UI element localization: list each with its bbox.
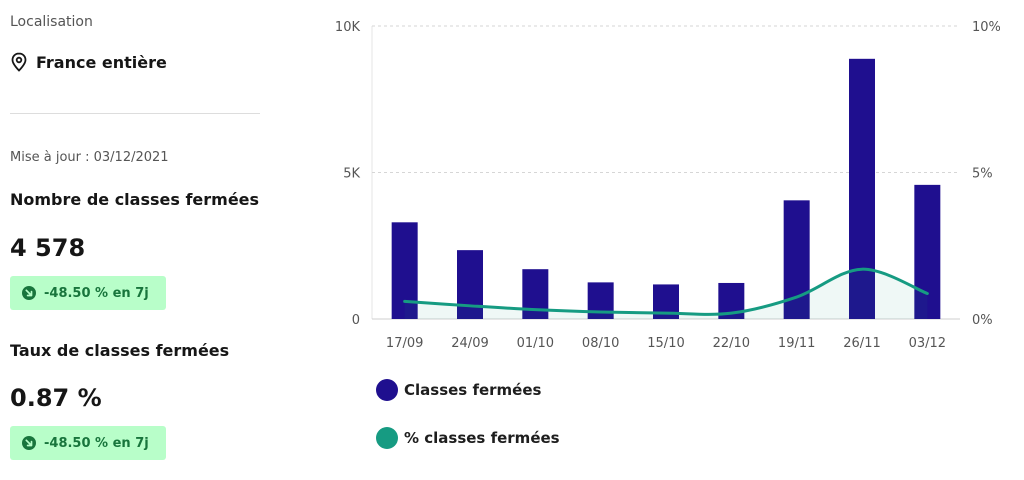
x-tick-label: 19/11 <box>778 336 815 351</box>
map-pin-icon <box>11 52 27 72</box>
metric-closure-rate-title: Taux de classes fermées <box>10 341 230 360</box>
y-right-tick-label: 0% <box>972 313 993 328</box>
location-value: France entière <box>36 52 167 72</box>
trend-badge-label: -48.50 % en 7j <box>44 285 149 301</box>
arrow-down-right-circle-icon <box>22 436 36 450</box>
x-tick-label: 01/10 <box>517 336 554 351</box>
y-left-tick-label: 0 <box>352 313 360 328</box>
legend-bar-label: Classes fermées <box>404 381 542 399</box>
legend-line-label: % classes fermées <box>404 429 560 447</box>
trend-badge-closed-classes: -48.50 % en 7j <box>10 276 166 310</box>
closed-classes-chart: 0 5K 10K 0% 5% 10% 17/09 24/09 01/10 08/10 15/10 22… <box>335 20 1000 351</box>
divider <box>10 113 260 114</box>
x-tick-label: 24/09 <box>451 336 488 351</box>
trend-badge-label: -48.50 % en 7j <box>44 435 149 451</box>
y-right-tick-label: 10% <box>972 20 1000 35</box>
legend-item-line[interactable]: % classes fermées <box>376 427 560 449</box>
series-line <box>403 267 929 316</box>
x-tick-label: 15/10 <box>647 336 684 351</box>
metric-closed-classes-title: Nombre de classes fermées <box>10 190 260 209</box>
legend-bar-swatch <box>376 379 398 401</box>
line-area <box>404 269 928 319</box>
x-tick-label: 26/11 <box>843 336 880 351</box>
trend-badge-closure-rate: -48.50 % en 7j <box>10 426 166 460</box>
metric-closure-rate-value: 0.87 % <box>10 384 102 412</box>
metric-closed-classes-value: 4 578 <box>10 234 86 262</box>
x-tick-label: 03/12 <box>909 336 946 351</box>
update-date: Mise à jour : 03/12/2021 <box>10 150 169 165</box>
y-left-tick-label: 5K <box>343 167 360 182</box>
y-left-tick-label: 10K <box>335 20 361 35</box>
y-right-tick-label: 5% <box>972 167 993 182</box>
bar <box>849 58 875 319</box>
x-tick-label: 17/09 <box>386 336 423 351</box>
location-label: Localisation <box>10 14 93 30</box>
legend-item-bars[interactable]: Classes fermées <box>376 379 541 401</box>
x-tick-label: 08/10 <box>582 336 619 351</box>
legend-line-swatch <box>376 427 398 449</box>
location-selector[interactable]: France entière <box>10 52 167 72</box>
bar <box>914 184 941 319</box>
arrow-down-right-circle-icon <box>22 286 36 300</box>
x-tick-label: 22/10 <box>713 336 750 351</box>
